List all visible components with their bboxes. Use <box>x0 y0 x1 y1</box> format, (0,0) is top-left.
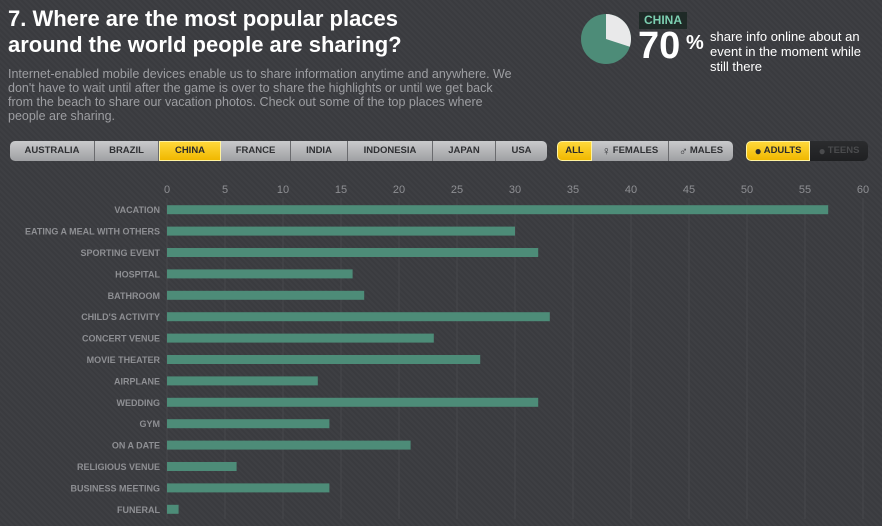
tab-label: ADULTS <box>763 145 802 156</box>
gender-tabs: ALL ♀ FEMALES ♂ MALES <box>557 141 733 161</box>
stat-percent: 70 <box>638 25 681 67</box>
category-label: HOSPITAL <box>115 269 160 279</box>
tab-label: INDONESIA <box>363 145 417 156</box>
stat-percent-sign: % <box>686 32 704 54</box>
tab-australia[interactable]: AUSTRALIA <box>10 141 95 161</box>
category-label: BUSINESS MEETING <box>70 483 160 493</box>
category-label: ON A DATE <box>112 441 160 451</box>
category-label: CONCERT VENUE <box>82 334 160 344</box>
x-tick-label: 40 <box>625 184 637 196</box>
bar[interactable] <box>167 419 330 429</box>
x-tick-label: 35 <box>567 184 579 196</box>
bar[interactable] <box>167 440 411 450</box>
category-label: FUNERAL <box>117 505 160 515</box>
bar[interactable] <box>167 483 330 493</box>
tab-males[interactable]: ♂ MALES <box>669 141 733 161</box>
bar[interactable] <box>167 462 237 471</box>
tab-indonesia[interactable]: INDONESIA <box>348 141 433 161</box>
bar[interactable] <box>167 248 539 257</box>
bar[interactable] <box>167 269 353 279</box>
tab-japan[interactable]: JAPAN <box>433 141 496 161</box>
male-icon: ♂ <box>678 144 688 158</box>
category-label: VACATION <box>114 205 160 215</box>
tab-adults[interactable]: ● ADULTS <box>746 141 810 161</box>
bar-chart: 0 5 10 15 20 25 30 35 40 45 50 55 60 VACATION EATING A… <box>25 184 869 519</box>
tab-females[interactable]: ♀ FEMALES <box>592 141 669 161</box>
bar[interactable] <box>167 355 481 364</box>
title-line-2: around the world people are sharing? <box>8 32 402 57</box>
x-tick-label: 50 <box>741 184 753 196</box>
tab-brazil[interactable]: BRAZIL <box>95 141 159 161</box>
x-tick-label: 15 <box>335 184 347 196</box>
stat-pie-chart <box>581 14 631 64</box>
tab-label: JAPAN <box>448 145 480 156</box>
tab-label: MALES <box>689 145 724 156</box>
bar[interactable] <box>167 312 550 322</box>
tab-france[interactable]: FRANCE <box>221 141 291 161</box>
category-label: AIRPLANE <box>114 376 160 386</box>
bar[interactable] <box>167 290 365 300</box>
pie-slice-rest <box>606 14 631 47</box>
category-label: WEDDING <box>117 398 161 408</box>
tab-label: INDIA <box>306 145 332 156</box>
x-tick-label: 30 <box>509 184 521 196</box>
bar[interactable] <box>167 376 318 386</box>
category-label: GYM <box>139 419 160 429</box>
category-label: RELIGIOUS VENUE <box>77 462 160 472</box>
tab-label: FEMALES <box>612 145 659 156</box>
bar[interactable] <box>167 333 434 343</box>
female-icon: ♀ <box>601 144 611 158</box>
category-label: SPORTING EVENT <box>80 248 160 258</box>
tab-label: TEENS <box>827 145 860 156</box>
bar[interactable] <box>167 397 539 407</box>
category-label: BATHROOM <box>108 291 160 301</box>
teen-person-icon: ● <box>818 144 826 158</box>
bar[interactable] <box>167 226 515 236</box>
category-label: CHILD'S ACTIVITY <box>81 312 160 322</box>
tab-china[interactable]: CHINA <box>159 141 221 161</box>
bar[interactable] <box>167 205 829 215</box>
category-label: MOVIE THEATER <box>87 355 161 365</box>
tab-label: BRAZIL <box>109 145 144 156</box>
intro-text: Internet-enabled mobile devices enable u… <box>8 67 512 123</box>
page-title: 7. Where are the most popular places aro… <box>8 6 568 58</box>
x-tick-label: 45 <box>683 184 695 196</box>
tab-usa[interactable]: USA <box>496 141 547 161</box>
tab-label: AUSTRALIA <box>24 145 80 156</box>
age-tabs: ● ADULTS ● TEENS <box>746 141 868 161</box>
x-tick-label: 5 <box>222 184 228 196</box>
title-line-1: 7. Where are the most popular places <box>8 6 399 31</box>
x-tick-label: 0 <box>164 184 170 196</box>
tab-label: CHINA <box>174 145 206 156</box>
adult-person-icon: ● <box>754 144 762 158</box>
tab-india[interactable]: INDIA <box>291 141 348 161</box>
tab-teens[interactable]: ● TEENS <box>810 141 868 161</box>
x-tick-label: 20 <box>393 184 405 196</box>
tab-label: USA <box>511 145 532 156</box>
x-tick-label: 55 <box>799 184 811 196</box>
stat-country-label: CHINA <box>639 12 687 29</box>
tab-all[interactable]: ALL <box>557 141 592 161</box>
category-label: EATING A MEAL WITH OTHERS <box>25 227 160 237</box>
x-tick-label: 60 <box>857 184 869 196</box>
x-tick-label: 25 <box>451 184 463 196</box>
x-tick-label: 10 <box>277 184 289 196</box>
tab-label: ALL <box>565 145 584 156</box>
country-tabs: AUSTRALIA BRAZIL CHINA FRANCE INDIA INDONESIA… <box>10 141 547 161</box>
stat-description: share info online about an event in the … <box>710 29 862 74</box>
bar[interactable] <box>167 504 179 514</box>
tab-label: FRANCE <box>235 145 276 156</box>
